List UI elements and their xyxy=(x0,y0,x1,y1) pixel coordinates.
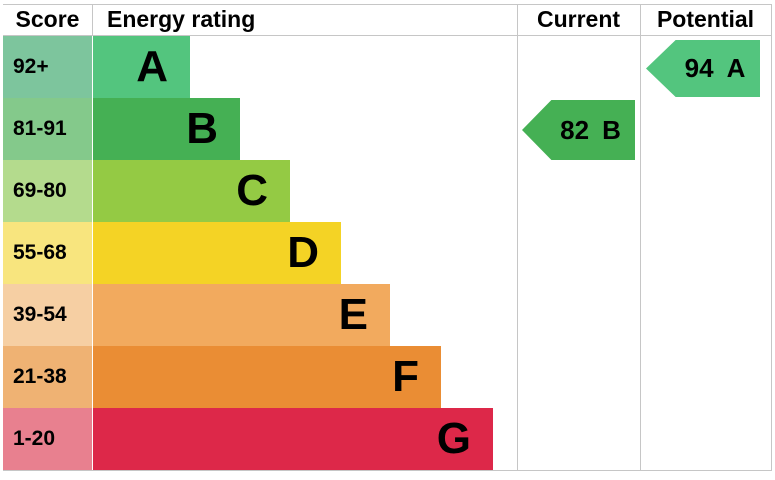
header-energy-rating: Energy rating xyxy=(107,6,256,32)
band-row-c: 69-80 C xyxy=(3,160,772,222)
rating-letter: E xyxy=(338,290,368,339)
current-rating-arrow: 82 B xyxy=(522,100,635,160)
score-range-label: 21-38 xyxy=(13,365,67,388)
grid-line-current-divider xyxy=(517,4,518,471)
header-score: Score xyxy=(15,6,80,32)
score-cell-f: 21-38 xyxy=(3,346,92,408)
score-cell-b: 81-91 xyxy=(3,98,92,160)
rating-bar-b: B xyxy=(93,98,240,160)
score-cell-g: 1-20 xyxy=(3,408,92,470)
rating-bar-a: A xyxy=(93,36,190,98)
band-row-a: 92+ A xyxy=(3,36,772,98)
band-row-f: 21-38 F xyxy=(3,346,772,408)
grid-line-right-border xyxy=(771,4,772,471)
rating-bands: 92+ A 81-91 B 69-80 C 55-68 xyxy=(3,36,772,470)
grid-line-bottom xyxy=(3,470,772,471)
score-cell-d: 55-68 xyxy=(3,222,92,284)
rating-letter: D xyxy=(287,228,319,277)
grid-line-header-bottom xyxy=(3,35,772,36)
rating-bar-e: E xyxy=(93,284,390,346)
band-row-b: 81-91 B xyxy=(3,98,772,160)
potential-rating-arrow: 94 A xyxy=(646,40,760,97)
score-range-label: 1-20 xyxy=(13,427,56,450)
rating-letter: B xyxy=(186,104,218,153)
score-cell-a: 92+ xyxy=(3,36,92,98)
score-range-label: 92+ xyxy=(13,55,49,78)
rating-bar-g: G xyxy=(93,408,493,470)
score-range-label: 39-54 xyxy=(13,303,67,326)
rating-bar-d: D xyxy=(93,222,341,284)
rating-letter: G xyxy=(436,414,471,463)
band-row-d: 55-68 D xyxy=(3,222,772,284)
current-rating-letter: B xyxy=(602,114,621,145)
current-rating-value: 82 xyxy=(560,114,590,145)
score-cell-c: 69-80 xyxy=(3,160,92,222)
grid-line-top xyxy=(3,4,772,5)
rating-bar-c: C xyxy=(93,160,290,222)
band-row-e: 39-54 E xyxy=(3,284,772,346)
grid-line-score-divider xyxy=(92,4,93,35)
grid-line-potential-divider xyxy=(640,4,641,471)
score-cell-e: 39-54 xyxy=(3,284,92,346)
potential-rating-letter: A xyxy=(726,53,746,83)
rating-bar-f: F xyxy=(93,346,441,408)
band-row-g: 1-20 G xyxy=(3,408,772,470)
rating-letter: F xyxy=(392,352,419,401)
rating-letter: C xyxy=(236,166,268,215)
potential-rating-value: 94 xyxy=(684,53,714,83)
score-range-label: 81-91 xyxy=(13,117,67,140)
header-current: Current xyxy=(536,6,621,32)
rating-letter: A xyxy=(136,42,168,91)
score-range-label: 69-80 xyxy=(13,179,67,202)
header-potential: Potential xyxy=(656,6,755,32)
score-range-label: 55-68 xyxy=(13,241,67,264)
